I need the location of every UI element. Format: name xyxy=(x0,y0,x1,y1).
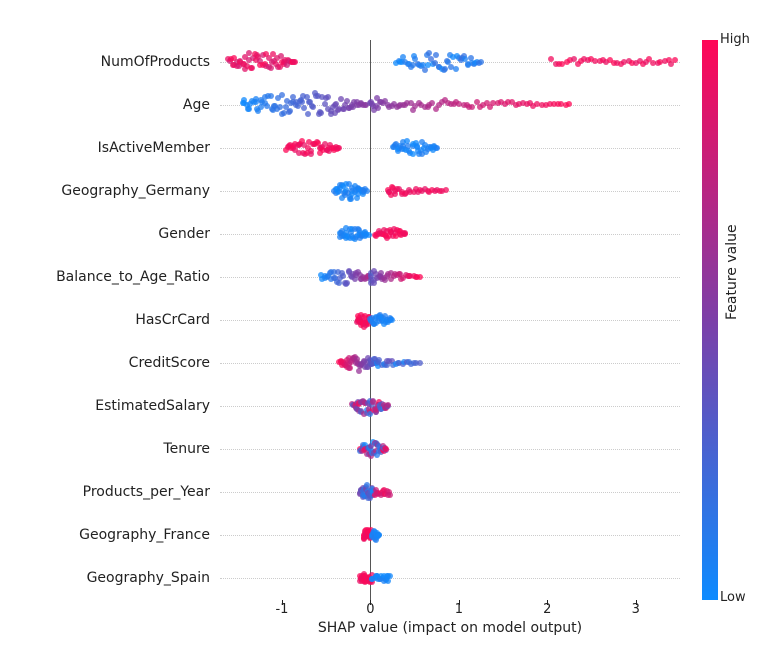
plot-area xyxy=(220,40,680,600)
feature-row-guide xyxy=(220,535,680,536)
feature-label: Age xyxy=(183,97,210,113)
shap-dot xyxy=(402,231,408,237)
feature-row-guide xyxy=(220,406,680,407)
shap-dot xyxy=(385,402,391,408)
colorbar-axis-label: Feature value xyxy=(724,224,740,320)
feature-label: Geography_Spain xyxy=(87,570,210,586)
feature-label: NumOfProducts xyxy=(101,54,210,70)
shap-dot xyxy=(417,274,423,280)
shap-dot xyxy=(246,106,252,112)
shap-dot xyxy=(376,532,382,538)
x-tick-label: 3 xyxy=(632,602,640,617)
shap-dot xyxy=(310,104,316,110)
shap-dot xyxy=(249,65,255,71)
feature-row-guide xyxy=(220,234,680,235)
shap-dot xyxy=(268,93,274,99)
shap-dot xyxy=(426,50,432,56)
feature-label: IsActiveMember xyxy=(98,140,210,156)
shap-dot xyxy=(364,188,370,194)
shap-dot xyxy=(443,187,449,193)
feature-label: Tenure xyxy=(163,441,210,457)
feature-label: Geography_Germany xyxy=(61,183,210,199)
shap-summary-plot: NumOfProducts Age IsActiveMember Geography_… xyxy=(20,20,754,639)
x-tick-label: 0 xyxy=(366,602,374,617)
colorbar-low-label: Low xyxy=(720,590,746,605)
feature-row-guide xyxy=(220,277,680,278)
feature-row-guide xyxy=(220,320,680,321)
shap-dot xyxy=(336,145,342,151)
feature-label: Products_per_Year xyxy=(83,484,210,500)
shap-dot xyxy=(305,111,311,117)
shap-dot xyxy=(287,108,293,114)
feature-row-guide xyxy=(220,363,680,364)
shap-dot xyxy=(308,148,314,154)
shap-dot xyxy=(291,59,297,65)
feature-row-guide xyxy=(220,578,680,579)
feature-label: EstimatedSalary xyxy=(95,398,210,414)
feature-row-guide xyxy=(220,191,680,192)
x-tick-label: -1 xyxy=(275,602,288,617)
feature-label: Gender xyxy=(158,226,210,242)
shap-dot xyxy=(387,492,393,498)
shap-dot xyxy=(566,101,572,107)
feature-row-guide xyxy=(220,449,680,450)
shap-dot xyxy=(672,57,678,63)
shap-dot xyxy=(433,52,439,58)
shap-dot xyxy=(429,100,435,106)
feature-label: HasCrCard xyxy=(135,312,210,328)
shap-dot xyxy=(325,94,331,100)
shap-dot xyxy=(387,573,393,579)
shap-dot xyxy=(366,232,372,238)
shap-dot xyxy=(383,446,389,452)
x-axis-label: SHAP value (impact on model output) xyxy=(220,620,680,636)
shap-dot xyxy=(347,365,353,371)
shap-dot xyxy=(344,280,350,286)
shap-dot xyxy=(385,578,391,584)
shap-dot xyxy=(478,59,484,65)
shap-dot xyxy=(453,66,459,72)
x-tick-label: 1 xyxy=(455,602,463,617)
shap-dot xyxy=(417,360,423,366)
x-tick-label: 2 xyxy=(543,602,551,617)
colorbar-high-label: High xyxy=(720,32,750,47)
shap-dot xyxy=(434,145,440,151)
feature-label: CreditScore xyxy=(129,355,210,371)
feature-label: Balance_to_Age_Ratio xyxy=(56,269,210,285)
shap-dot xyxy=(318,110,324,116)
feature-label: Geography_France xyxy=(79,527,210,543)
colorbar xyxy=(702,40,718,600)
shap-dot xyxy=(340,273,346,279)
shap-dot xyxy=(389,317,395,323)
feature-row-guide xyxy=(220,492,680,493)
